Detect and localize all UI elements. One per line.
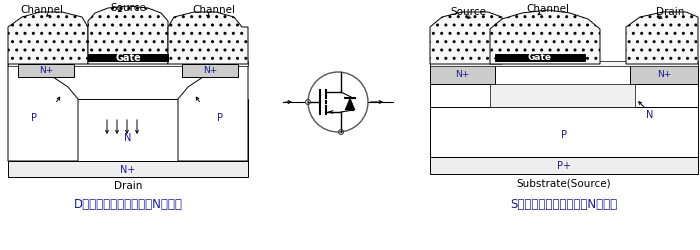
Text: P+: P+ xyxy=(557,160,571,170)
Text: P: P xyxy=(31,112,37,122)
Polygon shape xyxy=(8,13,88,65)
Polygon shape xyxy=(490,11,600,65)
Bar xyxy=(490,85,635,108)
Polygon shape xyxy=(178,65,248,161)
Text: Gate: Gate xyxy=(115,53,141,63)
Text: N: N xyxy=(646,110,654,120)
Bar xyxy=(8,100,248,161)
Bar xyxy=(430,65,698,108)
Bar xyxy=(8,62,248,67)
Bar xyxy=(182,65,238,78)
Text: N+: N+ xyxy=(120,164,136,174)
Text: Source: Source xyxy=(450,7,486,17)
Polygon shape xyxy=(430,13,502,65)
Text: N+: N+ xyxy=(455,70,469,79)
Bar xyxy=(430,157,698,174)
Text: Channel: Channel xyxy=(20,5,64,15)
Bar xyxy=(430,62,698,67)
Text: Drain: Drain xyxy=(114,180,142,190)
Text: S系列（横向）的结构（N沟道）: S系列（横向）的结构（N沟道） xyxy=(510,198,617,211)
Text: Substrate(Source): Substrate(Source) xyxy=(517,178,611,188)
Text: Channel: Channel xyxy=(526,4,570,14)
Text: P: P xyxy=(561,130,567,140)
Polygon shape xyxy=(88,7,168,65)
Polygon shape xyxy=(626,13,698,65)
Text: Drain: Drain xyxy=(656,7,684,17)
Polygon shape xyxy=(168,13,248,65)
Text: Channel: Channel xyxy=(193,5,235,15)
Bar xyxy=(430,108,698,157)
Polygon shape xyxy=(345,98,355,110)
Polygon shape xyxy=(8,65,78,161)
Bar xyxy=(88,55,168,62)
Text: D系列（纵向）的结构（N沟道）: D系列（纵向）的结构（N沟道） xyxy=(74,198,183,211)
Text: N+: N+ xyxy=(39,66,53,75)
Bar xyxy=(630,65,698,85)
Bar xyxy=(430,65,495,85)
Text: Gate: Gate xyxy=(528,53,552,62)
Bar xyxy=(495,55,585,62)
Bar xyxy=(8,161,248,177)
Text: N: N xyxy=(125,132,132,142)
Text: N+: N+ xyxy=(203,66,217,75)
Text: P: P xyxy=(217,112,223,122)
Text: Source: Source xyxy=(110,3,146,13)
Bar xyxy=(18,65,74,78)
Text: N+: N+ xyxy=(657,70,671,79)
